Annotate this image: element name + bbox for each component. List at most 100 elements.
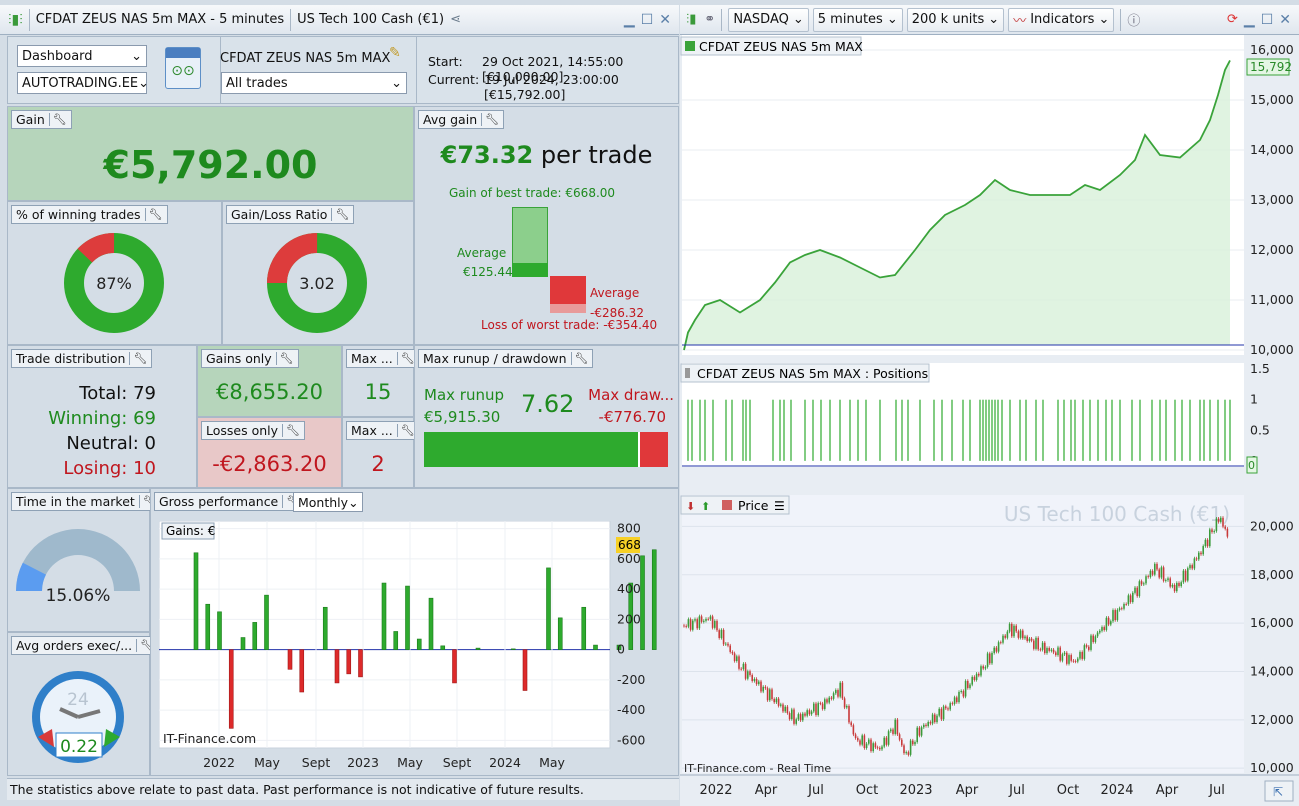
candle-body <box>1090 635 1092 650</box>
candle-body <box>1121 608 1123 610</box>
candle-body <box>1030 638 1033 641</box>
avg-loss-label: Average <box>590 286 640 300</box>
wrench-icon[interactable]: 🔧︎ <box>275 352 294 365</box>
view-select[interactable]: Dashboard ⌄ <box>17 45 147 67</box>
candle-body <box>938 708 940 716</box>
y-tick-label: 1 <box>1250 392 1258 407</box>
gross-bar <box>452 649 457 684</box>
share-icon[interactable]: ⋖ <box>450 12 461 27</box>
indicators-button[interactable]: 〰 Indicators ⌄ <box>1008 7 1115 32</box>
gross-bar <box>240 637 246 650</box>
sell-arrow-icon: ⬇ <box>686 500 695 513</box>
clock-label: 24 <box>67 690 89 710</box>
candle-body <box>830 697 833 699</box>
wrench-icon[interactable]: 🔧︎ <box>282 424 300 437</box>
candle-body <box>890 729 892 732</box>
x-tick-label: 2022 <box>203 755 235 770</box>
avg-win-label: Average <box>457 246 507 260</box>
avg-gain-panel: Avg gain 🔧︎ €73.32 per trade Gain of best… <box>414 106 679 345</box>
instrument-name: US Tech 100 Cash (€1) <box>297 12 445 27</box>
market-dropdown[interactable]: NASDAQ ⌄ <box>728 7 809 32</box>
candle-body <box>788 713 791 720</box>
maximize-icon[interactable]: ☐ <box>640 11 654 28</box>
candle-body <box>923 724 925 728</box>
candle-body <box>1061 654 1064 661</box>
candle-body <box>1026 636 1028 641</box>
drawdown-value: -€776.70 <box>598 408 666 426</box>
candle-body <box>1055 652 1057 656</box>
candle-body <box>1143 583 1145 585</box>
candle-body <box>1096 632 1099 637</box>
candle-body <box>1092 635 1094 642</box>
candle-body <box>797 714 800 720</box>
close-icon[interactable]: ✕ <box>659 11 671 28</box>
left-window-titlebar: ⫶▮⫶ CFDAT ZEUS NAS 5m MAX - 5 minutes US… <box>0 5 679 35</box>
minimize-icon[interactable]: ▁ <box>1243 11 1255 28</box>
period-select[interactable]: Monthly ⌄ <box>293 492 363 512</box>
positions-last: 0 <box>1248 459 1255 472</box>
x-tick-label: Sept <box>443 755 472 770</box>
candle-body <box>775 698 778 703</box>
candle-body <box>879 747 881 750</box>
gross-bar <box>640 555 645 650</box>
candle-body <box>731 651 734 654</box>
candle-body <box>953 697 956 704</box>
minimize-icon[interactable]: ▁ <box>623 11 635 28</box>
timeframe-dropdown[interactable]: 5 minutes ⌄ <box>812 7 903 32</box>
y-tick-label: 18,000 <box>1250 567 1294 582</box>
wrench-icon[interactable]: 🔧︎ <box>331 208 349 221</box>
y-tick-label: 13,000 <box>1250 192 1294 207</box>
gross-bar <box>299 649 305 693</box>
wrench-icon[interactable]: 🔧︎ <box>481 113 499 126</box>
candle-body <box>1013 625 1015 637</box>
report-icon[interactable]: ⊙⊙ <box>165 47 201 89</box>
candle-body <box>1222 517 1224 527</box>
units-dropdown[interactable]: 200 k units ⌄ <box>906 7 1005 32</box>
y-tick-label: 12,000 <box>1250 712 1294 727</box>
donut-loss-arc <box>64 233 164 333</box>
price-title: Price <box>738 498 769 513</box>
candle-body <box>1079 652 1081 659</box>
candle-body <box>967 680 969 688</box>
candle-body <box>1074 661 1077 662</box>
chevron-down-icon: ⌄ <box>988 12 1000 27</box>
runup-drawdown-bar <box>424 432 668 467</box>
wrench-icon[interactable]: 🔧︎ <box>570 352 588 365</box>
close-icon[interactable]: ✕ <box>1279 11 1291 28</box>
gross-bar <box>628 582 634 650</box>
wrench-icon[interactable]: 🔧︎ <box>129 352 147 365</box>
candle-body <box>918 727 921 736</box>
gross-bar <box>334 649 340 684</box>
info-icon[interactable]: ⓘ <box>1127 14 1141 29</box>
candle-body <box>1151 570 1154 575</box>
wrench-icon[interactable]: 🔧︎ <box>48 113 67 126</box>
candlestick-icon[interactable]: ⫶▮ <box>686 12 697 27</box>
candle-body <box>885 737 888 745</box>
candle-body <box>898 734 901 740</box>
candle-body <box>725 643 727 645</box>
trades-select[interactable]: All trades ⌄ <box>221 72 407 94</box>
wrench-icon[interactable]: 🔧︎ <box>144 208 163 221</box>
link-icon[interactable]: ⚭ <box>704 12 716 27</box>
wrench-icon[interactable]: 🔧︎ <box>396 424 415 437</box>
gains-only-tag: Gains only 🔧︎ <box>201 349 299 368</box>
gross-bar <box>581 606 587 650</box>
candle-body <box>973 676 976 680</box>
candle-body <box>683 625 685 627</box>
wrench-icon[interactable]: 🔧︎ <box>396 352 415 365</box>
edit-icon[interactable]: ✎ <box>389 45 401 61</box>
candle-body <box>1063 652 1066 655</box>
candle-body <box>687 619 690 627</box>
account-select[interactable]: AUTOTRADING.EE ⌄ <box>17 72 149 94</box>
candle-body <box>984 666 987 669</box>
chevron-down-icon: ⌄ <box>131 48 142 64</box>
candle-body <box>892 729 894 734</box>
candle-body <box>1110 621 1112 625</box>
runup-tag: Max runup / drawdown 🔧︎ <box>418 349 594 368</box>
candle-body <box>929 722 932 724</box>
refresh-icon[interactable]: ⟳ <box>1227 12 1238 27</box>
candle-body <box>769 689 771 701</box>
maximize-icon[interactable]: ☐ <box>1260 11 1274 28</box>
candle-body <box>1118 608 1121 610</box>
gross-bar <box>264 594 269 650</box>
